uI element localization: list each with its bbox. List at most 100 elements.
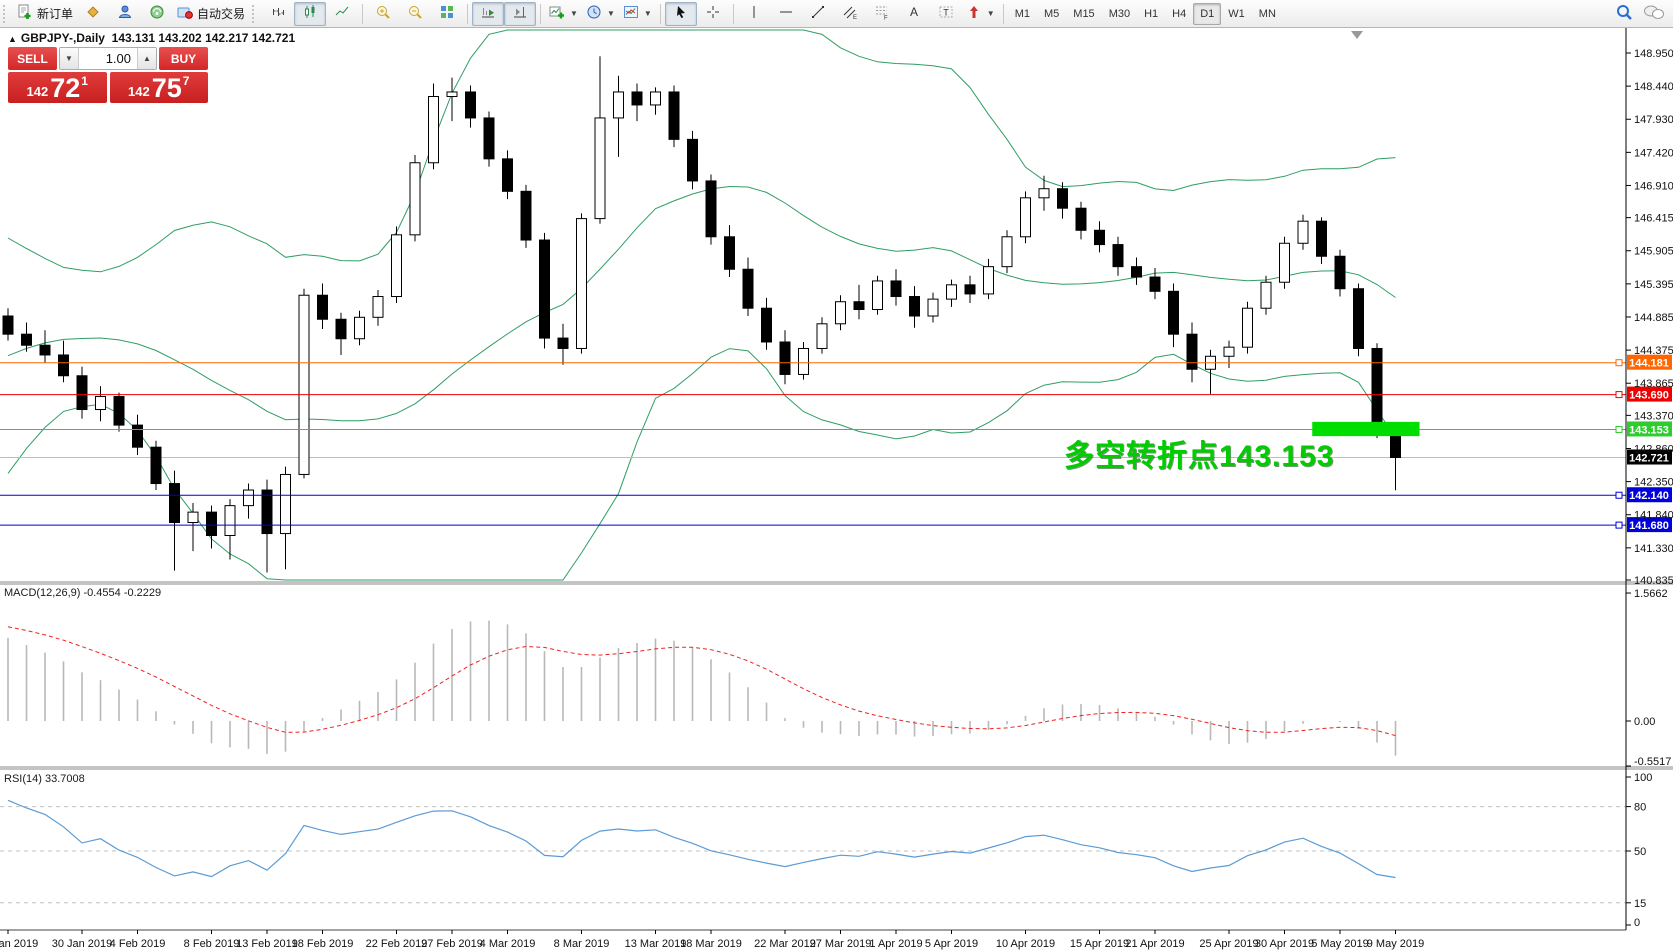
level-line-handle xyxy=(1615,491,1623,499)
ohlc-toggle-icon[interactable]: ▲ xyxy=(8,34,17,44)
rsi-indicator-label: RSI(14) 33.7008 xyxy=(4,773,85,785)
level-price-tag xyxy=(1627,354,1672,370)
text-label-tool-button[interactable]: T xyxy=(930,2,962,26)
candle-body xyxy=(964,284,976,295)
turning-point-annotation[interactable]: 多空转折点143.153 xyxy=(1064,440,1335,473)
chart-shift-icon xyxy=(512,4,528,23)
rsi-line xyxy=(7,799,1396,879)
volume-increase-button[interactable]: ▲ xyxy=(137,48,156,69)
bollinger-band-line xyxy=(7,29,1396,273)
crosshair-tool-button[interactable] xyxy=(697,2,729,26)
buy-button[interactable]: BUY xyxy=(159,47,208,70)
templates-button[interactable]: ▼ xyxy=(619,2,656,26)
date-axis-label: 5 May 2019 xyxy=(1311,938,1368,950)
candle-body xyxy=(1020,197,1031,238)
vertical-line-tool-button[interactable] xyxy=(738,2,770,26)
fibonacci-tool-button[interactable]: F xyxy=(866,2,898,26)
date-axis-label: 25 Apr 2019 xyxy=(1199,938,1258,950)
indicators-button[interactable]: ▼ xyxy=(545,2,582,26)
level-price-tag xyxy=(1627,421,1672,437)
profile-button[interactable] xyxy=(77,2,109,26)
sell-price-button[interactable]: 142 72 1 xyxy=(8,72,107,103)
volume-input[interactable]: 1.00 xyxy=(105,51,131,66)
arrow-objects-icon xyxy=(966,4,982,23)
candle-body xyxy=(261,489,273,535)
candle-body xyxy=(446,91,458,98)
candle-body xyxy=(409,162,421,236)
volume-decrease-button[interactable]: ▼ xyxy=(60,48,79,69)
trendline-tool-button[interactable] xyxy=(802,2,834,26)
signal-button[interactable] xyxy=(141,2,173,26)
toolbar-separator xyxy=(467,3,469,24)
autotrade-label: 自动交易 xyxy=(197,7,246,21)
level-price-tag-label: 142.140 xyxy=(1629,490,1669,502)
vertical-line-icon xyxy=(746,4,762,23)
zoom-out-button[interactable] xyxy=(399,2,431,26)
candle-body xyxy=(835,301,846,325)
cursor-tool-button[interactable] xyxy=(664,1,697,26)
sell-price-pip: 1 xyxy=(81,74,88,88)
macd-indicator-label: MACD(12,26,9) -0.4554 -0.2229 xyxy=(4,587,162,599)
date-axis-label: 22 Feb 2019 xyxy=(366,938,428,950)
timeframe-label: D1 xyxy=(1200,7,1215,20)
person-icon xyxy=(117,4,133,23)
toolbar-grip[interactable] xyxy=(3,4,9,23)
line-chart-button[interactable] xyxy=(326,2,358,26)
volume-stepper: ▼ 1.00 ▲ xyxy=(59,47,157,70)
timeframe-label: MN xyxy=(1258,7,1276,20)
tab-timeframe-m1[interactable]: M1 xyxy=(1008,3,1037,25)
toolbar-grip[interactable] xyxy=(252,4,258,23)
candle-body xyxy=(1279,242,1290,283)
chart-shift-button[interactable] xyxy=(504,1,537,26)
auto-scroll-icon xyxy=(480,4,496,23)
tile-windows-button[interactable] xyxy=(431,2,463,26)
tab-timeframe-m30[interactable]: M30 xyxy=(1102,3,1137,25)
chat-icon[interactable] xyxy=(1643,4,1665,24)
tab-timeframe-w1[interactable]: W1 xyxy=(1221,3,1252,25)
zoom-out-icon xyxy=(407,4,423,23)
candle-body xyxy=(742,268,754,309)
bollinger-band-line xyxy=(7,348,1396,581)
tab-timeframe-h1[interactable]: H1 xyxy=(1137,3,1165,25)
tab-timeframe-d1[interactable]: D1 xyxy=(1193,2,1222,25)
autotrade-button[interactable]: 自动交易 xyxy=(173,2,249,26)
new-order-button[interactable]: 新订单 xyxy=(13,2,77,26)
candle-body xyxy=(1131,266,1142,278)
candle-body xyxy=(39,344,51,356)
equidistant-channel-tool-button[interactable]: E xyxy=(834,2,866,26)
tab-timeframe-m15[interactable]: M15 xyxy=(1066,3,1101,25)
zoom-in-button[interactable] xyxy=(367,2,399,26)
symbol-period-label: GBPJPY-,Daily xyxy=(20,31,105,45)
svg-text:F: F xyxy=(884,16,888,21)
candle-body xyxy=(1371,347,1383,432)
date-axis-label: 1 Apr 2019 xyxy=(869,938,922,950)
text-tool-button[interactable]: A xyxy=(898,2,930,26)
periods-button[interactable]: ▼ xyxy=(582,2,619,26)
auto-scroll-button[interactable] xyxy=(472,1,505,26)
price-axis-label: 146.910 xyxy=(1634,180,1673,192)
candle-body xyxy=(1334,255,1346,290)
price-axis-label: 148.950 xyxy=(1634,48,1673,60)
tab-timeframe-h4[interactable]: H4 xyxy=(1165,3,1193,25)
search-icon[interactable] xyxy=(1615,3,1633,24)
sell-button[interactable]: SELL xyxy=(8,47,57,70)
horizontal-line-tool-button[interactable] xyxy=(770,2,802,26)
tab-timeframe-mn[interactable]: MN xyxy=(1252,3,1283,25)
arrows-tool-button[interactable]: ▼ xyxy=(962,2,999,26)
buy-price-button[interactable]: 142 75 7 xyxy=(109,72,208,103)
candle-body xyxy=(1168,290,1179,335)
candle-body xyxy=(1186,333,1198,370)
tab-timeframe-m5[interactable]: M5 xyxy=(1037,3,1066,25)
dropdown-caret-icon: ▼ xyxy=(986,9,995,18)
date-axis-label: 30 Apr 2019 xyxy=(1255,938,1314,950)
candlestick-chart-button[interactable] xyxy=(294,1,327,26)
level-line-handle xyxy=(1615,521,1623,529)
toolbar-separator xyxy=(540,3,542,24)
level-price-tag-label: 144.181 xyxy=(1629,358,1669,370)
bar-chart-button[interactable] xyxy=(262,2,294,26)
current-price-tag xyxy=(1627,449,1672,465)
candle-body xyxy=(113,396,125,426)
chart-window-title: ▲ GBPJPY-,Daily 143.131 143.202 142.217 1… xyxy=(8,31,295,45)
market-watch-button[interactable] xyxy=(109,2,141,26)
